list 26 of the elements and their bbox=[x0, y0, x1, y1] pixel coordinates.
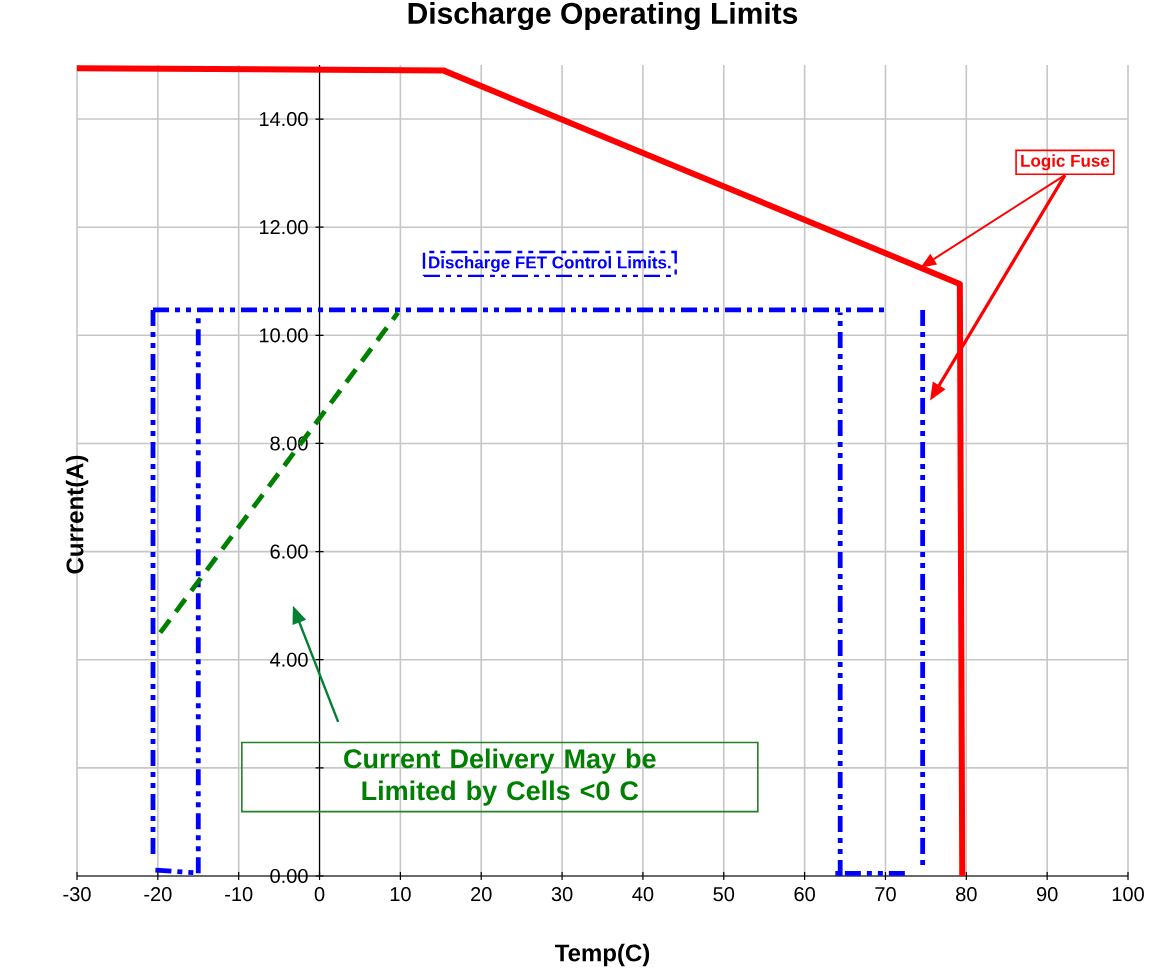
x-tick-label: 60 bbox=[794, 887, 815, 902]
x-tick-label: 30 bbox=[551, 887, 573, 902]
y-tick-label: 10.00 bbox=[259, 328, 308, 343]
x-tick-label: 90 bbox=[1036, 887, 1058, 902]
chart-title: Discharge Operating Limits bbox=[408, 1, 798, 31]
y-tick-label: 14.00 bbox=[259, 111, 308, 127]
x-tick-label: -10 bbox=[225, 887, 253, 902]
x-tick-label: 80 bbox=[956, 887, 977, 902]
y-tick-label: 8.00 bbox=[270, 436, 308, 451]
x-tick-label: 50 bbox=[713, 887, 735, 902]
y-axis-title: Current(A) bbox=[65, 455, 89, 574]
x-tick-label: 100 bbox=[1112, 887, 1144, 902]
annotation: Logic Fuse bbox=[1021, 154, 1110, 171]
x-tick-label: 40 bbox=[632, 887, 654, 902]
x-tick-label: 20 bbox=[471, 887, 492, 902]
y-tick-label: 4.00 bbox=[270, 652, 308, 667]
x-tick-label: -20 bbox=[144, 887, 172, 902]
x-tick-label: -30 bbox=[63, 887, 91, 902]
annotation: Current Delivery May be Limited by Cells <0 C bbox=[344, 748, 656, 806]
text: Discharge FET Control Limits. bbox=[429, 255, 671, 272]
y-tick-label: 6.00 bbox=[270, 544, 308, 559]
y-tick-label: 12.00 bbox=[259, 220, 308, 235]
x-tick-label: 10 bbox=[390, 887, 411, 902]
x-tick-label: 70 bbox=[875, 887, 896, 902]
x-axis-title: Temp(C) bbox=[555, 943, 650, 967]
x-tick-label: 0 bbox=[314, 887, 325, 902]
